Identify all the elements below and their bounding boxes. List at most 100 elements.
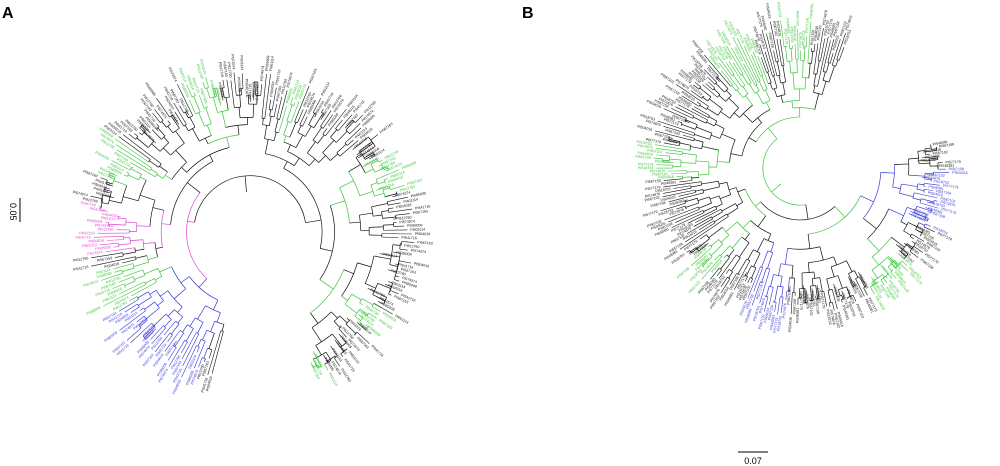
tree-branch (333, 321, 341, 328)
tip-label: PI577179 (827, 18, 834, 34)
tree-branch (315, 345, 322, 356)
tree-branch (924, 218, 928, 221)
tree-arc (764, 295, 769, 298)
tree-branch (262, 118, 264, 125)
tree-arc (870, 284, 874, 288)
tree-branch (830, 266, 835, 277)
tree-branch (737, 188, 746, 193)
tip-label: PI601114 (328, 372, 339, 387)
tree-branch (177, 84, 194, 116)
tree-branch (695, 189, 703, 192)
tree-branch (709, 98, 723, 110)
tip-label: PI504016 (719, 286, 730, 301)
tree-branch (670, 172, 687, 175)
tip-label: PI585009 (265, 55, 271, 71)
tip-label: PI577179 (755, 11, 763, 27)
tree-branch (911, 241, 916, 244)
tip-label: PI541716 (89, 207, 105, 213)
tree-branch (699, 234, 707, 240)
tree-branch (322, 140, 335, 153)
tree-branch (794, 44, 796, 60)
tree-arc (142, 239, 145, 250)
tree-branch (109, 199, 122, 204)
tree-branch (931, 148, 937, 150)
tree-branch (170, 323, 180, 335)
tree-branch (312, 98, 322, 113)
tree-branch (841, 290, 845, 299)
tree-branch (833, 283, 838, 297)
tree-branch (359, 191, 374, 197)
tip-label: PI577179 (943, 184, 959, 190)
tip-label: PI518753 (758, 34, 766, 50)
tip-label: PI541716 (95, 288, 111, 298)
tree-branch (891, 236, 905, 248)
tree-arc (205, 305, 221, 314)
tree-branch (705, 83, 714, 91)
tip-label: PI567163 (102, 311, 117, 322)
tree-branch (325, 352, 331, 360)
tree-branch (188, 99, 196, 115)
tree-branch (906, 243, 913, 248)
tree-branch (774, 285, 779, 303)
tree-arc (763, 88, 768, 92)
tree-arc (220, 330, 224, 332)
tree-branch (154, 332, 171, 353)
tree-branch (167, 309, 175, 317)
tip-label: PI567158 (650, 201, 666, 209)
tree-arc (700, 181, 703, 186)
tree-branch (110, 172, 117, 176)
tip-label: PI567163 (169, 89, 180, 104)
tree-branch (759, 269, 771, 304)
tree-branch (260, 84, 262, 96)
tree-branch (264, 125, 268, 139)
tree-branch (150, 325, 164, 340)
tip-label: PI567102 (839, 21, 847, 37)
tip-label: PI601114 (93, 186, 108, 194)
tree-branch (136, 315, 145, 323)
tree-branch (388, 207, 394, 210)
tree-branch (694, 106, 710, 116)
tree-branch (744, 272, 747, 276)
tree-branch (388, 281, 393, 284)
tip-label: PI567102 (644, 195, 660, 202)
tip-label: PI567158 (789, 27, 794, 43)
tip-label: PI504016 (680, 90, 695, 102)
tree-branch (819, 277, 823, 292)
tree-branch (714, 254, 720, 261)
tree-branch (103, 284, 147, 307)
tree-branch (367, 288, 387, 298)
tree-branch (123, 269, 143, 278)
tree-branch (124, 280, 136, 286)
tip-label: PI504016 (952, 171, 968, 175)
tree-branch (764, 51, 773, 77)
tip-label: PI601114 (109, 163, 124, 173)
tree-branch (375, 169, 400, 180)
tip-label: PI601114 (165, 342, 177, 357)
tree-branch (286, 104, 293, 122)
tree-branch (911, 233, 925, 242)
tree-arc (823, 80, 830, 83)
tree-arc (157, 268, 163, 277)
tree-branch (185, 112, 189, 119)
tree-branch (713, 88, 721, 95)
tip-label: PI574574 (87, 250, 103, 256)
tree-branch (811, 288, 814, 301)
tree-arc (125, 218, 127, 226)
tree-arc (312, 139, 318, 144)
tree-branch (773, 50, 777, 63)
tree-branch (841, 299, 843, 303)
tree-branch (669, 137, 673, 139)
tip-label: PI567102 (816, 25, 822, 41)
tree-branch (730, 153, 743, 157)
tree-branch (320, 248, 333, 252)
tree-branch (205, 107, 212, 124)
tip-label: PI574876 (775, 21, 781, 37)
tree-branch (322, 128, 328, 135)
tip-label: PI504016 (294, 84, 303, 100)
tip-label: PI574574 (99, 167, 115, 177)
tree-branch (106, 239, 124, 241)
tree-arc (146, 255, 149, 263)
tree-branch (114, 255, 124, 258)
tree-branch (384, 193, 397, 198)
tree-branch (122, 251, 136, 255)
